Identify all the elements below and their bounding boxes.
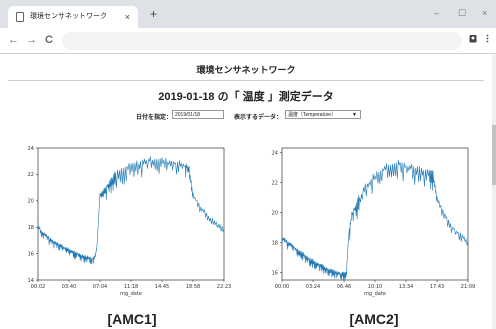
date-input[interactable]: 2019/01/18 xyxy=(172,110,224,119)
y-tick-label: 22 xyxy=(28,172,34,178)
x-tick-label: 10:10 xyxy=(368,284,382,290)
y-tick-label: 18 xyxy=(272,240,278,246)
scrollbar-thumb[interactable] xyxy=(492,125,496,185)
chart-title-amc1: [AMC1] xyxy=(107,311,157,327)
menu-icon[interactable] xyxy=(486,34,489,45)
back-icon[interactable]: ← xyxy=(8,34,19,46)
new-tab-button[interactable]: + xyxy=(150,7,158,21)
y-tick-label: 24 xyxy=(272,150,278,156)
maximize-icon[interactable]: ☐ xyxy=(458,8,467,18)
y-tick-label: 16 xyxy=(28,251,34,257)
y-tick-label: 16 xyxy=(272,270,278,276)
address-bar[interactable] xyxy=(62,32,462,50)
y-tick-label: 24 xyxy=(28,146,34,152)
data-type-selected: 温度（Temperature） xyxy=(288,112,337,118)
profile-icon[interactable] xyxy=(469,34,477,45)
page-heading: 2019-01-18 の「 温度 」測定データ xyxy=(158,91,334,103)
series-line xyxy=(281,160,469,281)
y-tick-label: 18 xyxy=(28,225,34,231)
page-content: 環境センサネットワーク 2019-01-18 の「 温度 」測定データ 日付を指… xyxy=(0,55,492,329)
x-tick-label: 13:34 xyxy=(399,284,413,290)
scrollbar[interactable] xyxy=(492,55,496,329)
filter-controls: 日付を指定： 2019/01/18 表示するデータ： 温度（Temperatur… xyxy=(0,110,492,122)
y-tick-label: 22 xyxy=(272,180,278,186)
chart-title-amc2: [AMC2] xyxy=(349,311,399,327)
x-tick-label: 21:09 xyxy=(461,284,475,290)
x-tick-label: 18:58 xyxy=(186,284,200,290)
display-data-label: 表示するデータ： xyxy=(234,115,283,121)
data-type-select[interactable]: 温度（Temperature） ▼ xyxy=(285,110,361,119)
x-tick-label: 06:46 xyxy=(337,284,351,290)
chart-amc2-svg: 16 18 20 22 24 00:00 03:24 06:46 10:10 13:34 17:43… xyxy=(272,147,475,297)
plot-frame xyxy=(37,147,225,281)
browser-toolbar: ← → C xyxy=(0,28,496,54)
page-icon xyxy=(16,12,24,22)
chart-amc2: 16 18 20 22 24 00:00 03:24 06:46 10:10 13:34 17:43… xyxy=(262,142,482,300)
y-tick-label: 20 xyxy=(272,210,278,216)
forward-icon[interactable]: → xyxy=(26,34,37,46)
chart-amc1: 14 16 18 20 22 24 00:02 03:40 07:04 11:18 14:45 18:… xyxy=(18,142,238,300)
browser-titlebar: 環境センサネットワーク × + – ☐ × xyxy=(0,0,496,28)
chevron-down-icon: ▼ xyxy=(352,112,357,118)
y-tick-label: 14 xyxy=(28,278,34,284)
browser-tab[interactable]: 環境センサネットワーク × xyxy=(8,6,138,28)
x-tick-label: 14:45 xyxy=(155,284,169,290)
x-tick-label: 00:00 xyxy=(275,284,289,290)
close-tab-icon[interactable]: × xyxy=(124,12,130,22)
x-axis-label: mg_date xyxy=(364,291,386,297)
y-tick-label: 20 xyxy=(28,199,34,205)
x-tick-label: 03:40 xyxy=(62,284,76,290)
x-tick-label: 03:24 xyxy=(306,284,320,290)
chart-amc1-svg: 14 16 18 20 22 24 00:02 03:40 07:04 11:18 14:45 18:… xyxy=(28,146,232,297)
x-tick-label: 07:04 xyxy=(93,284,107,290)
series-line xyxy=(37,156,225,265)
reload-icon[interactable]: C xyxy=(45,34,53,46)
minimize-icon[interactable]: – xyxy=(434,8,440,18)
x-tick-label: 11:18 xyxy=(124,284,138,290)
date-label: 日付を指定： xyxy=(136,115,173,121)
x-tick-label: 00:02 xyxy=(31,284,45,290)
tab-title: 環境センサネットワーク xyxy=(30,13,107,20)
window-close-icon[interactable]: × xyxy=(482,8,488,18)
x-axis-label: mg_date xyxy=(120,291,142,297)
site-title: 環境センサネットワーク xyxy=(196,65,296,75)
x-tick-label: 17:43 xyxy=(430,284,444,290)
header-divider xyxy=(8,80,484,81)
x-tick-label: 22:23 xyxy=(217,284,231,290)
